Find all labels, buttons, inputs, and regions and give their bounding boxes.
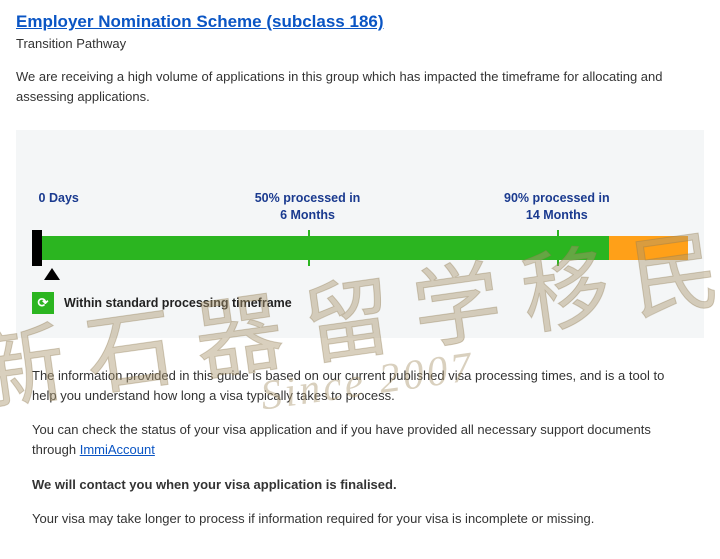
info-p4: Your visa may take longer to process if … [32, 509, 688, 529]
bar-start-block [32, 230, 42, 266]
bar-tick [308, 230, 310, 266]
bar-tick [557, 230, 559, 266]
timeline-marker: 50% processed in6 Months [255, 190, 361, 224]
legend-row: ⟳ Within standard processing timeframe [32, 292, 688, 314]
scheme-title-link[interactable]: Employer Nomination Scheme (subclass 186… [16, 12, 384, 31]
bar-orange-segment [609, 236, 688, 260]
timeline-bar [32, 236, 688, 260]
intro-text: We are receiving a high volume of applic… [16, 67, 704, 106]
current-position-pointer [44, 268, 60, 280]
timeline-marker: 90% processed in14 Months [504, 190, 610, 224]
timeline-marker: 0 Days [39, 190, 79, 207]
immiaccount-link[interactable]: ImmiAccount [80, 442, 155, 457]
processing-timeline: 0 Days 50% processed in6 Months 90% proces… [16, 130, 704, 338]
info-p2: You can check the status of your visa ap… [32, 420, 688, 460]
clock-icon: ⟳ [32, 292, 54, 314]
info-p1: The information provided in this guide i… [32, 366, 688, 406]
scheme-subtitle: Transition Pathway [16, 36, 704, 51]
bar-green-segment [32, 236, 688, 260]
info-block: The information provided in this guide i… [16, 338, 704, 529]
legend-label: Within standard processing timeframe [64, 296, 292, 310]
info-p3: We will contact you when your visa appli… [32, 475, 688, 495]
